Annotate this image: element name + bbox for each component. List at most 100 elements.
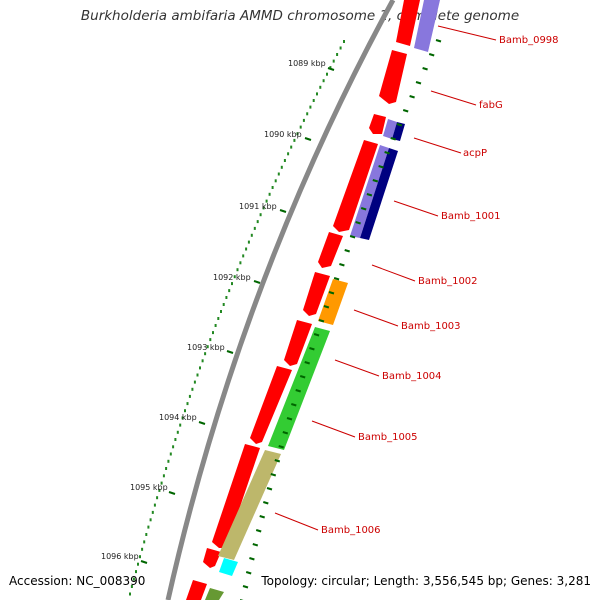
scale-dot [247, 240, 250, 244]
cog-block-bamb1003 [318, 279, 348, 325]
cog-block-bamb1006 [218, 450, 281, 560]
inner-dash [333, 277, 340, 281]
label-leaders [274, 25, 497, 531]
scale-dot [312, 99, 315, 102]
scale-dot [329, 66, 332, 70]
inner-dash [309, 347, 315, 351]
inner-dash [318, 319, 325, 323]
gene-label-bamb0998[interactable]: Bamb_0998 [499, 35, 559, 46]
tick-label: 1093 kbp [187, 343, 225, 352]
inner-dash [355, 221, 361, 225]
scale-dot [277, 172, 280, 176]
scale-dot [153, 503, 156, 507]
scale-dot [228, 289, 231, 293]
inner-dash [428, 53, 435, 57]
cog-block-bamb1001-b [360, 148, 398, 240]
scale-dot [242, 254, 245, 258]
scale-dot [322, 79, 325, 83]
scale-dot [137, 562, 139, 566]
scale-dot [236, 268, 239, 272]
inner-dash [378, 165, 384, 169]
scale-dot [186, 402, 189, 406]
tick-label: 1090 kbp [264, 130, 302, 139]
scale-dot [265, 199, 268, 203]
scale-dot [280, 165, 283, 169]
inner-dash [435, 39, 442, 43]
scale-dot [206, 345, 209, 349]
scale-dot [302, 118, 305, 122]
scale-dot [181, 416, 184, 420]
gene-label-bamb1002[interactable]: Bamb_1002 [418, 276, 478, 287]
scale-dot [225, 296, 228, 299]
scale-dot [250, 233, 253, 237]
gene-label-bamb1003[interactable]: Bamb_1003 [401, 321, 461, 332]
scale-dot [165, 467, 168, 470]
scale-dot [141, 547, 144, 551]
scale-dot [339, 46, 342, 50]
gene-label-bamb1004[interactable]: Bamb_1004 [382, 371, 442, 382]
scale-dot [179, 423, 182, 427]
scale-dot [222, 303, 225, 306]
scale-dot [139, 555, 141, 559]
tick-label: 1096 kbp [101, 552, 139, 561]
inner-dash [274, 459, 281, 463]
scale-dot [158, 488, 161, 492]
scale-dot [172, 445, 175, 449]
cds-arrow-bamb1002 [318, 232, 343, 268]
scale-dot [231, 282, 233, 286]
cds-arrow-fabg [379, 50, 407, 104]
inner-dash [323, 305, 330, 309]
scale-dot [239, 261, 242, 265]
scale-dot [201, 359, 204, 363]
tick-label: 1089 kbp [288, 59, 326, 68]
cds-arrow-bamb1005 [250, 366, 292, 444]
scale-dot [217, 317, 220, 320]
scale-dot [326, 72, 328, 76]
scale-dot [343, 40, 345, 43]
gene-label-fabg[interactable]: fabG [479, 100, 503, 111]
scale-dot [209, 338, 212, 342]
inner-dash [390, 137, 396, 141]
scale-dot [299, 125, 302, 129]
cds-arrow-acpp [369, 114, 386, 134]
scale-dot [283, 159, 286, 162]
tick-1093: 1093 kbp [187, 343, 234, 354]
cds-ring [186, 0, 420, 600]
cog-block-acpp-b [392, 122, 405, 141]
inner-dash [295, 389, 301, 393]
inner-dash [402, 109, 409, 113]
inner-dash [245, 571, 252, 575]
cog-block-bamb1001-a [350, 145, 389, 238]
inner-dash [278, 445, 284, 449]
gene-label-bamb1006[interactable]: Bamb_1006 [321, 525, 381, 536]
scale-dot [293, 138, 296, 142]
scale-dot [184, 409, 186, 413]
cds-arrow-bamb1006 [212, 444, 260, 548]
scale-dot [309, 105, 312, 109]
tick-1096: 1096 kbp [101, 552, 148, 564]
cds-arrow-small [203, 548, 221, 568]
inner-dash [372, 179, 379, 183]
scale-dot [196, 373, 199, 377]
scale-dot [130, 585, 133, 588]
scale-dot [262, 206, 265, 210]
scale-dot [296, 132, 299, 136]
gene-label-bamb1005[interactable]: Bamb_1005 [358, 432, 418, 443]
inner-dash [255, 529, 262, 533]
backbone-arc [165, 0, 396, 600]
inner-dash [249, 557, 255, 561]
gene-label-bamb1001[interactable]: Bamb_1001 [441, 211, 501, 222]
scale-dot [191, 387, 194, 391]
inner-dash [291, 403, 297, 407]
scale-dot [156, 496, 159, 500]
topology-text: Topology: circular; Length: 3,556,545 bp… [261, 574, 591, 588]
cds-arrow-bamb1003 [303, 272, 330, 316]
accession-text: Accession: NC_008390 [9, 574, 146, 588]
scale-dot [132, 577, 135, 581]
gene-label-acpp[interactable]: acpP [463, 148, 487, 159]
inner-dash [313, 333, 320, 337]
tick-1089: 1089 kbp [288, 59, 335, 71]
inner-dash [270, 473, 277, 477]
scale-dot [143, 540, 146, 544]
